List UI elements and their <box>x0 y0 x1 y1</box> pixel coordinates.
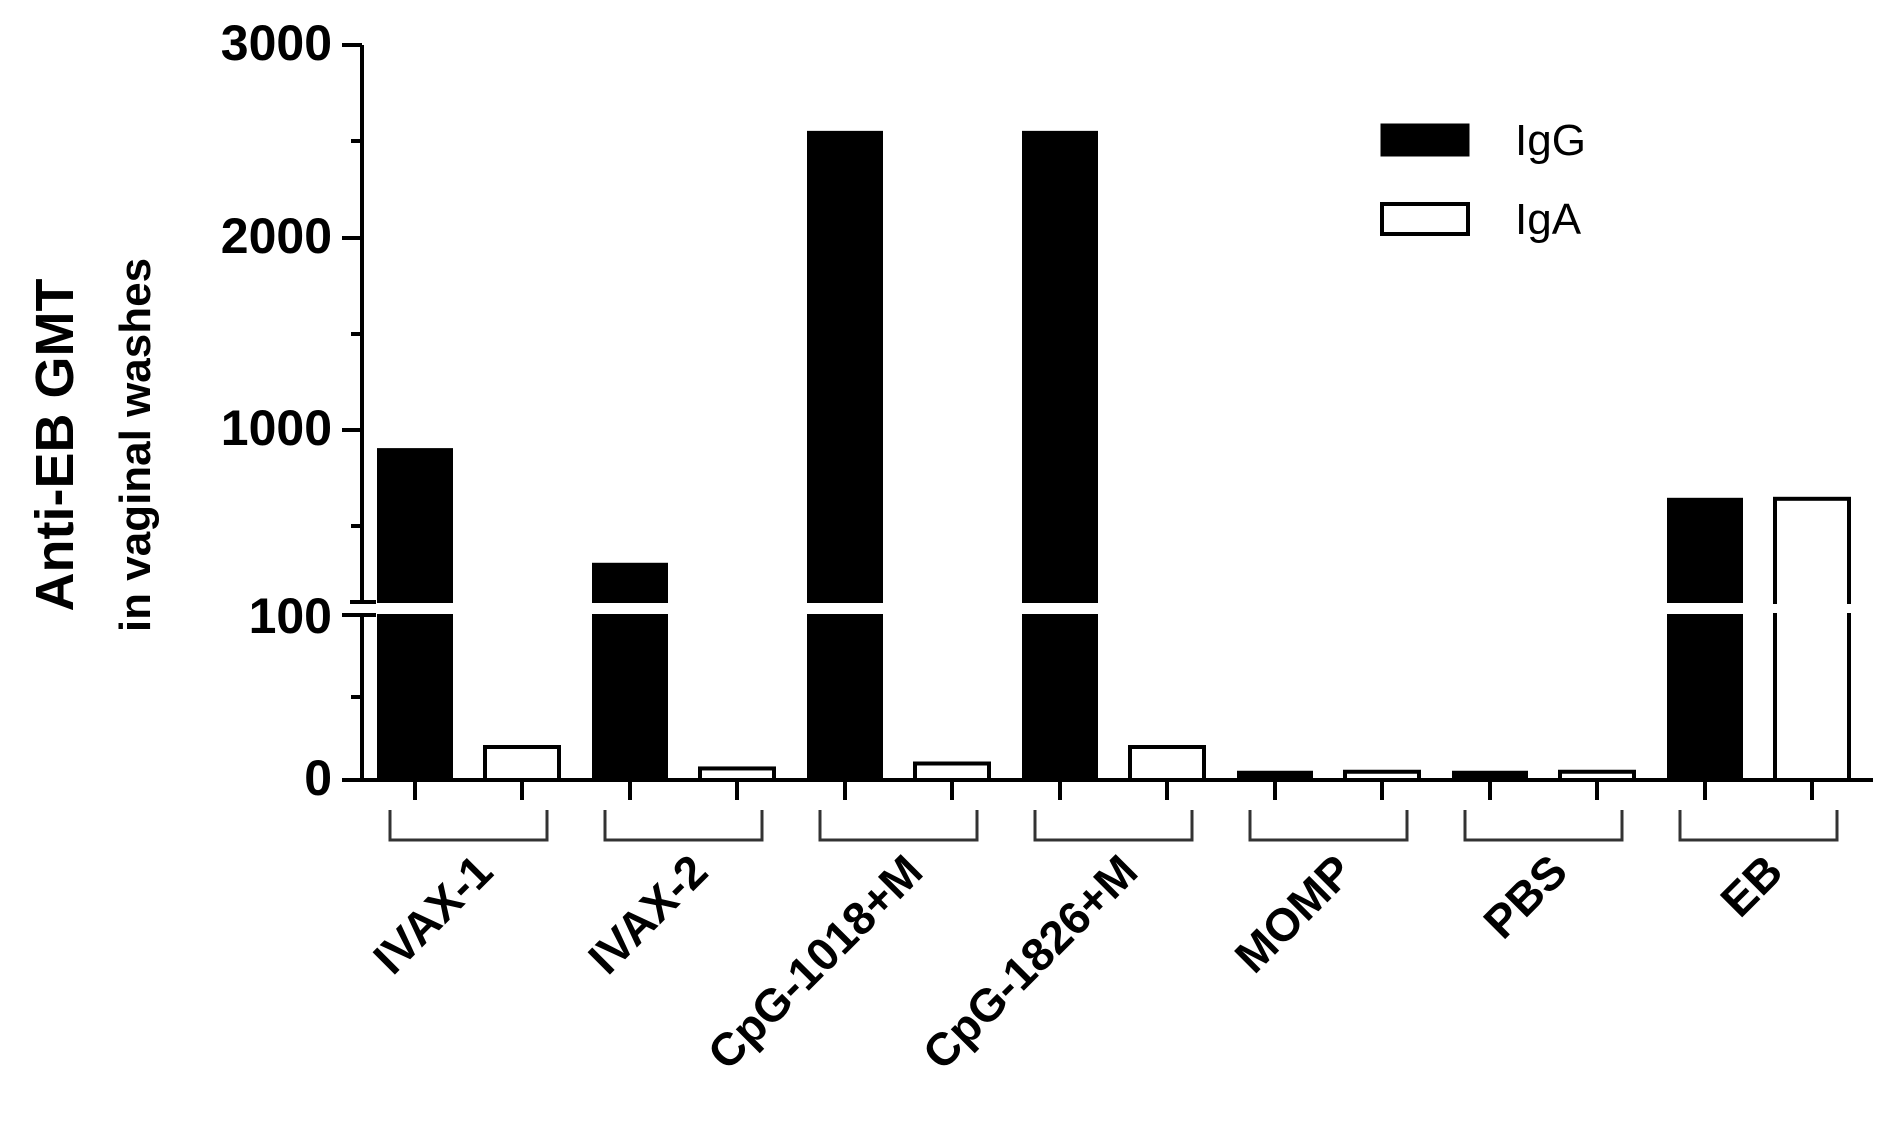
bar-eb-iga <box>1773 613 1851 782</box>
bar-eb-igg <box>1667 497 1743 603</box>
bars <box>377 130 1851 783</box>
y-axis <box>342 43 376 782</box>
group-bracket <box>1033 810 1194 842</box>
group-bracket <box>1463 810 1624 842</box>
bar-cpg-1826-m-igg <box>1022 614 1098 781</box>
group-bracket <box>1248 810 1409 842</box>
group-bracket <box>603 810 764 842</box>
bar-ivax-2-igg <box>592 562 668 603</box>
bar-pbs-iga <box>1558 769 1636 782</box>
bar-ivax-2-igg <box>592 614 668 781</box>
bar-ivax-1-igg <box>377 448 453 603</box>
legend-swatch-igg <box>1380 123 1470 157</box>
bar-momp-igg <box>1237 770 1313 781</box>
x-ticks <box>388 780 1839 842</box>
legend-swatch-iga <box>1380 202 1470 236</box>
bar-cpg-1018-m-igg <box>807 614 883 781</box>
bar-ivax-1-igg <box>377 614 453 781</box>
bar-ivax-1-iga <box>483 745 561 782</box>
bar-cpg-1018-m-iga <box>913 761 991 782</box>
bar-cpg-1018-m-igg <box>807 130 883 603</box>
bar-momp-iga <box>1343 769 1421 782</box>
bar-cpg-1826-m-igg <box>1022 130 1098 603</box>
bar-ivax-2-iga <box>698 766 776 783</box>
bar-eb-igg <box>1667 614 1743 781</box>
legend <box>1380 123 1470 236</box>
group-bracket <box>388 810 549 842</box>
bar-pbs-igg <box>1452 770 1528 781</box>
group-bracket <box>1678 810 1839 842</box>
bar-eb-iga <box>1773 496 1851 604</box>
bar-cpg-1826-m-iga <box>1128 745 1206 782</box>
group-bracket <box>818 810 979 842</box>
